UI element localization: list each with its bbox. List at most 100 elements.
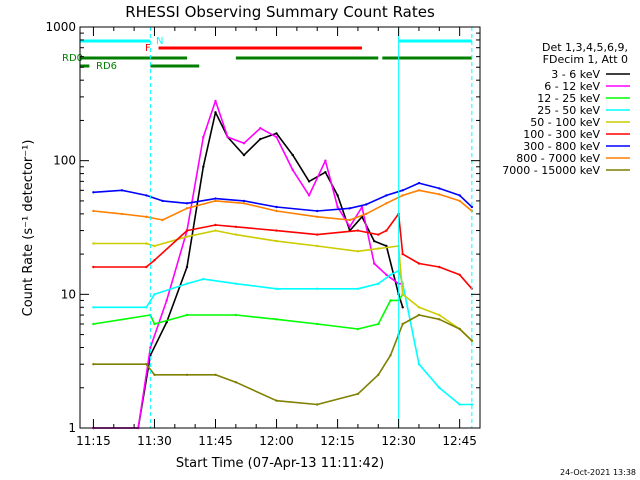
series-point [336,194,339,197]
y-axis: 1 10 100 1000 [45,20,480,435]
legend-header: FDecim 1, Att 0 [543,53,628,66]
series-point [153,373,156,376]
series-point [202,165,205,168]
series-point [92,209,95,213]
series-point [185,229,189,232]
series-point [316,215,319,218]
legend-label: 100 - 300 keV [523,128,600,141]
series-point [275,209,278,213]
series-point [377,247,380,250]
series-point [364,203,368,206]
series-point [438,193,441,196]
series-point [120,189,124,192]
series-point [417,189,421,192]
series-point [214,229,217,232]
series-point [348,225,351,228]
series-point [389,299,392,302]
series-point [373,239,376,243]
chart-title: RHESSI Observing Summary Count Rates [125,3,435,21]
series-point [385,229,388,232]
series-point [259,137,262,141]
series-point [291,153,294,157]
series-point [202,277,205,281]
series-point [165,299,168,302]
series-line [93,100,403,429]
series-point [145,194,148,197]
y-tick-label: 100 [53,154,76,168]
series-point [185,373,189,376]
series-point [214,197,217,200]
legend-label: 3 - 6 keV [551,68,600,81]
series-point [458,199,461,203]
series-point [438,313,441,317]
series-point [149,346,152,349]
series-point [324,171,327,174]
series-point [275,318,278,321]
series-point [389,273,392,276]
series-point [316,244,319,248]
series-point [417,313,421,317]
series-point [214,199,217,203]
flag-label-n: N [156,36,163,47]
series-point [120,212,124,216]
series-point [377,233,380,236]
series-point [356,250,360,253]
series-point [356,229,360,232]
series-point [242,202,246,205]
series-point [145,215,148,218]
series-point [307,194,311,197]
series-point [389,354,392,357]
series-point [234,381,237,384]
x-axis-label: Start Time (07-Apr-13 11:11:42) [176,456,384,471]
series-point [458,194,461,197]
series-point [92,363,95,366]
legend-header: Det 1,3,4,5,6,9, [542,41,628,54]
series-point [242,153,246,157]
series-point [458,273,461,276]
timestamp: 24-Oct-2021 13:38 [560,468,636,477]
series-point [145,306,148,309]
y-tick-label: 10 [61,287,76,301]
x-tick-label: 12:00 [259,434,294,448]
x-axis: 11:15 11:30 11:45 12:00 12:15 12:30 12:45 [76,27,481,448]
series-point [202,135,205,139]
series-point [377,373,380,376]
series-point [145,363,148,366]
series-point [348,218,351,222]
flag-bars: NF RD0 RD6 [62,36,472,72]
series-point [291,168,294,172]
series-point [275,399,278,402]
series-point [401,189,404,192]
plot-frame [79,26,481,429]
series-point [259,127,262,130]
series-point [153,322,156,326]
x-tick-label: 11:15 [76,434,111,448]
series-point [92,322,95,326]
series-point [458,403,461,406]
series-point [145,265,148,269]
series-point [470,205,474,209]
series-point [417,363,421,366]
legend-label: 7000 - 15000 keV [502,164,600,177]
series-point [234,282,237,285]
x-tick-label: 12:45 [442,434,477,448]
legend-label: 300 - 800 keV [523,140,600,153]
series-point [417,181,421,185]
series-point [356,287,360,290]
series-point [401,322,404,326]
series-point [364,212,368,216]
flag-label-f: F [145,43,151,54]
y-tick-label: 1000 [45,20,76,34]
series-point [242,199,246,203]
series-point [185,235,189,238]
x-tick-label: 12:30 [381,434,416,448]
series-point [92,265,95,269]
series-point [417,262,421,265]
series-point [145,242,148,245]
series-point [185,282,189,285]
legend-label: 12 - 25 keV [537,92,600,105]
vertical-markers [149,27,473,428]
series-point [214,99,217,103]
